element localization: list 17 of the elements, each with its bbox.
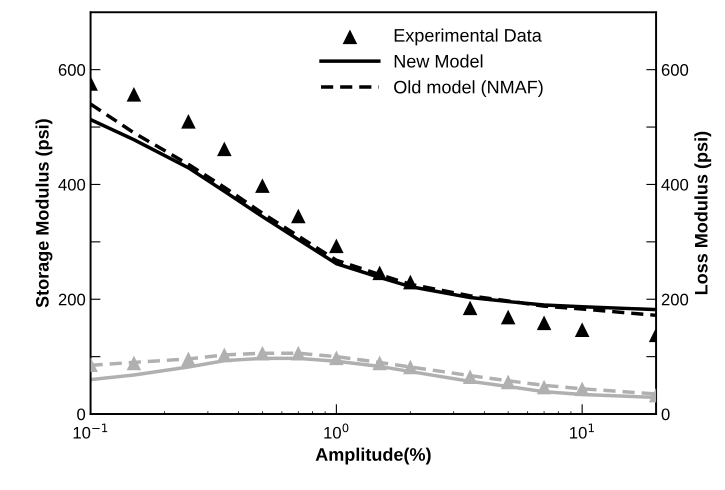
y2-tick-label: 600 <box>662 64 688 76</box>
legend-label: New Model <box>394 54 482 68</box>
legend-label: Old model (NMAF) <box>394 80 543 98</box>
y-axis-title: Storage Modulus (psi) <box>35 119 52 308</box>
y2-tick-label: 400 <box>661 178 688 191</box>
y2-axis-title: Loss Modulus (psi) <box>694 132 712 294</box>
y-tick-label: 0 <box>77 408 86 420</box>
y2-tick-label: 200 <box>662 294 688 306</box>
y-tick-label: 600 <box>58 64 86 76</box>
y-tick-label: 200 <box>58 294 86 306</box>
legend-label: Experimental Data <box>394 28 542 46</box>
x-tick-label: 10$^{0}$ <box>324 423 348 439</box>
x-tick-label: 10$^{−1}$ <box>74 424 108 439</box>
y2-tick-label: 0 <box>662 408 670 420</box>
y-tick-label: 400 <box>58 178 86 191</box>
x-tick-label: 10$^{1}$ <box>570 424 594 439</box>
x-axis-title: Amplitude(%) <box>316 448 431 464</box>
